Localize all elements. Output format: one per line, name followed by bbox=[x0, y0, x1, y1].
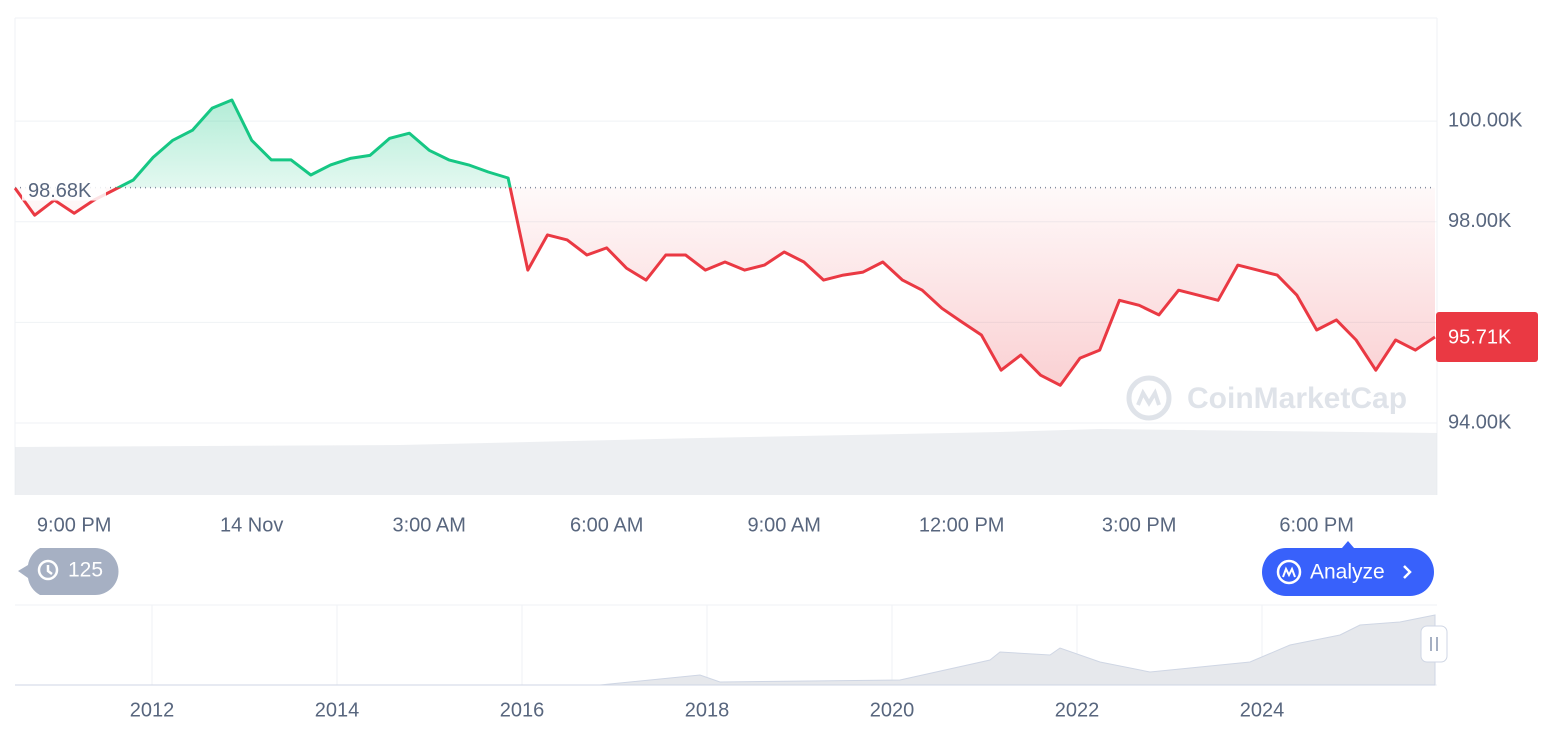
x-tick-label: 6:00 PM bbox=[1279, 514, 1353, 536]
clock-icon bbox=[46, 565, 53, 575]
y-tick-label: 98.00K bbox=[1448, 210, 1512, 232]
analyze-button[interactable] bbox=[1262, 548, 1434, 596]
navigator-label: 2014 bbox=[315, 699, 360, 721]
history-pill[interactable] bbox=[18, 548, 119, 595]
price-line bbox=[13, 98, 1436, 387]
navigator-label: 2024 bbox=[1240, 699, 1285, 721]
analyze-icon bbox=[1276, 559, 1302, 585]
navigator-label: 2012 bbox=[130, 699, 175, 721]
volume-band bbox=[15, 429, 1437, 495]
y-tick-label: 94.00K bbox=[1448, 411, 1512, 433]
clock-icon bbox=[37, 559, 59, 581]
navigator-label: 2020 bbox=[870, 699, 915, 721]
x-tick-label: 3:00 PM bbox=[1102, 514, 1176, 536]
x-tick-label: 14 Nov bbox=[220, 514, 283, 536]
navigator-area bbox=[15, 614, 1436, 686]
x-tick-label: 12:00 PM bbox=[919, 514, 1005, 536]
area bbox=[15, 100, 1435, 386]
chevron bbox=[1403, 565, 1412, 579]
baseline-label-bg bbox=[22, 174, 106, 201]
watermark-text: CoinMarketCap bbox=[1187, 382, 1407, 415]
current-price-badge bbox=[1436, 312, 1538, 363]
pointer bbox=[1342, 541, 1354, 548]
analyze-icon bbox=[1282, 566, 1296, 578]
analyze-label[interactable]: Analyze bbox=[1310, 561, 1385, 584]
navigator-label: 2022 bbox=[1055, 699, 1100, 721]
history-count[interactable]: 125 bbox=[68, 559, 103, 582]
x-tick-label: 3:00 AM bbox=[392, 514, 465, 536]
navigator-label: 2016 bbox=[500, 699, 545, 721]
navigator-label: 2018 bbox=[685, 699, 730, 721]
x-tick-label: 6:00 AM bbox=[570, 514, 643, 536]
current-price-label: 95.71K bbox=[1448, 326, 1512, 348]
x-tick-label: 9:00 AM bbox=[747, 514, 820, 536]
y-tick-label: 100.00K bbox=[1448, 109, 1523, 131]
watermark: CoinMarketCap bbox=[1126, 375, 1407, 421]
x-tick-label: 9:00 PM bbox=[37, 514, 111, 536]
navigator-handle[interactable] bbox=[1420, 625, 1448, 663]
baseline-label: 98.68K bbox=[28, 180, 92, 202]
